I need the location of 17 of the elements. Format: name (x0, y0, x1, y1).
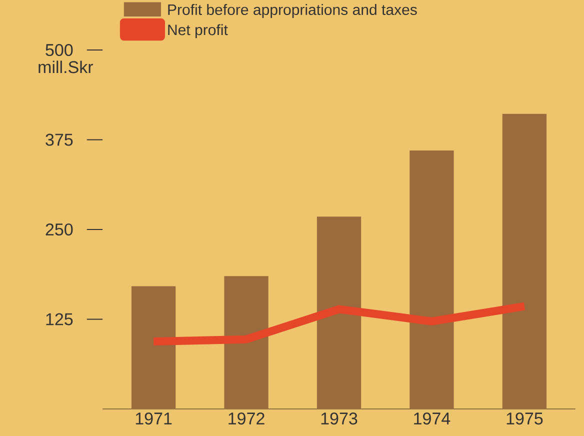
x-tick-label: 1972 (228, 412, 264, 425)
y-tick-label: 250 (46, 223, 73, 236)
y-tick-label: 500 (46, 44, 73, 56)
bar (224, 276, 268, 409)
x-tick-label: 1974 (414, 412, 450, 425)
x-tick-label: 1975 (506, 412, 543, 425)
bar (131, 286, 176, 409)
legend-label: Net profit (168, 24, 228, 38)
bar (316, 216, 362, 409)
y-tick-label: 375 (46, 134, 73, 146)
y-axis-title: mill.Skr (38, 60, 94, 74)
legend-label: Profit before appropriations and taxes (168, 4, 417, 18)
bar (410, 150, 454, 409)
x-tick-label: 1971 (136, 412, 172, 425)
x-tick-label: 1973 (321, 412, 358, 425)
y-tick-label: 125 (46, 313, 73, 326)
bar (502, 114, 547, 409)
